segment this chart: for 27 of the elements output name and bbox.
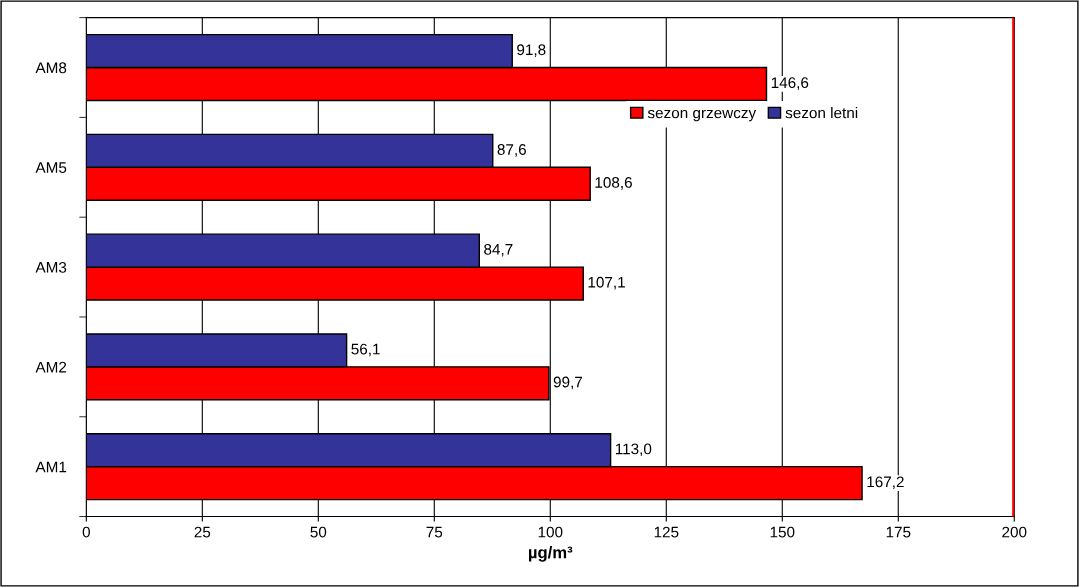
x-tick-label: 150 xyxy=(770,526,795,538)
y-tick-label: AM1 xyxy=(35,461,67,473)
y-tick-label: AM8 xyxy=(35,62,67,74)
y-tick-label: AM5 xyxy=(35,162,67,173)
legend-label: sezon letni xyxy=(785,107,858,119)
x-tick-label: 100 xyxy=(538,526,563,538)
data-label: 108,6 xyxy=(595,177,632,190)
x-tick-label: 75 xyxy=(426,526,443,538)
y-tick-label: AM2 xyxy=(35,361,67,373)
x-tick-label: 0 xyxy=(82,526,90,538)
x-tick-label: 50 xyxy=(310,526,327,538)
data-label: 107,1 xyxy=(588,276,625,290)
legend-label: sezon grzewczy xyxy=(647,109,757,122)
data-label: 91,8 xyxy=(517,44,546,57)
y-tick-label: AM3 xyxy=(35,261,67,273)
x-axis-title: µg/m³ xyxy=(528,546,573,562)
x-tick-label: 25 xyxy=(194,526,211,538)
data-label: 167,2 xyxy=(867,476,904,490)
x-tick-label: 200 xyxy=(1002,526,1027,538)
x-tick-label: 125 xyxy=(654,526,679,538)
data-label: 99,7 xyxy=(553,376,583,390)
data-label: 113,0 xyxy=(615,443,652,457)
data-label: 56,1 xyxy=(351,343,380,357)
x-tick-label: 175 xyxy=(886,526,911,538)
data-label: 146,6 xyxy=(771,77,809,90)
data-label: 87,6 xyxy=(497,144,526,157)
data-label: 84,7 xyxy=(484,243,513,257)
